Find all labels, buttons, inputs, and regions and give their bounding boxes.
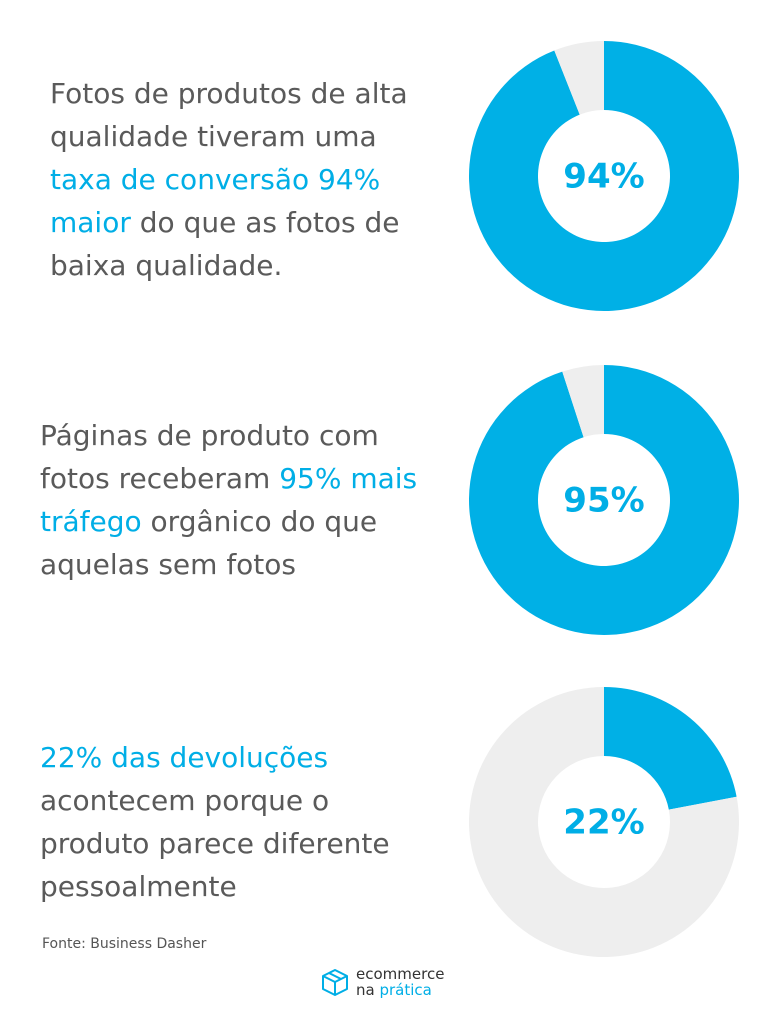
logo-text: ecommerce na prática: [356, 966, 444, 998]
center-label: 22%: [563, 803, 644, 843]
donut-slice: [468, 41, 739, 311]
logo-line: ecommerce: [356, 965, 445, 983]
text: acontecem porque o produto parece difere…: [40, 784, 390, 903]
logo: ecommerce na prática: [320, 966, 444, 998]
highlight-text: 95% mais tráfego: [40, 462, 418, 538]
text: Fotos de produtos de alta qualidade tive…: [50, 77, 408, 153]
center-label: 94%: [563, 157, 644, 197]
stat-text: Fotos de produtos de alta qualidade tive…: [50, 72, 440, 287]
center-label: 95%: [563, 481, 644, 521]
donut-slice: [469, 365, 739, 635]
text: orgânico do que aquelas sem fotos: [40, 505, 378, 581]
donut-slice: [554, 41, 604, 115]
donut-slice: [468, 687, 739, 957]
donut-slice: [562, 365, 604, 438]
stat-text: 22% das devoluções acontecem porque o pr…: [40, 736, 430, 908]
logo-line: na prática: [356, 982, 444, 998]
logo-icon: [322, 969, 348, 996]
highlight-text: taxa de conversão 94% maior: [50, 163, 381, 239]
donut-slice: [604, 687, 737, 810]
highlight-text: 22% das devoluções: [40, 741, 329, 774]
stat-text: Páginas de produto com fotos receberam 9…: [40, 414, 430, 586]
source-note: Fonte: Business Dasher: [42, 936, 207, 952]
logo-word: prática: [379, 981, 432, 999]
text: Páginas de produto com fotos receberam: [40, 419, 379, 495]
logo-word: na: [356, 981, 375, 999]
text: do que as fotos de baixa qualidade.: [50, 206, 400, 282]
